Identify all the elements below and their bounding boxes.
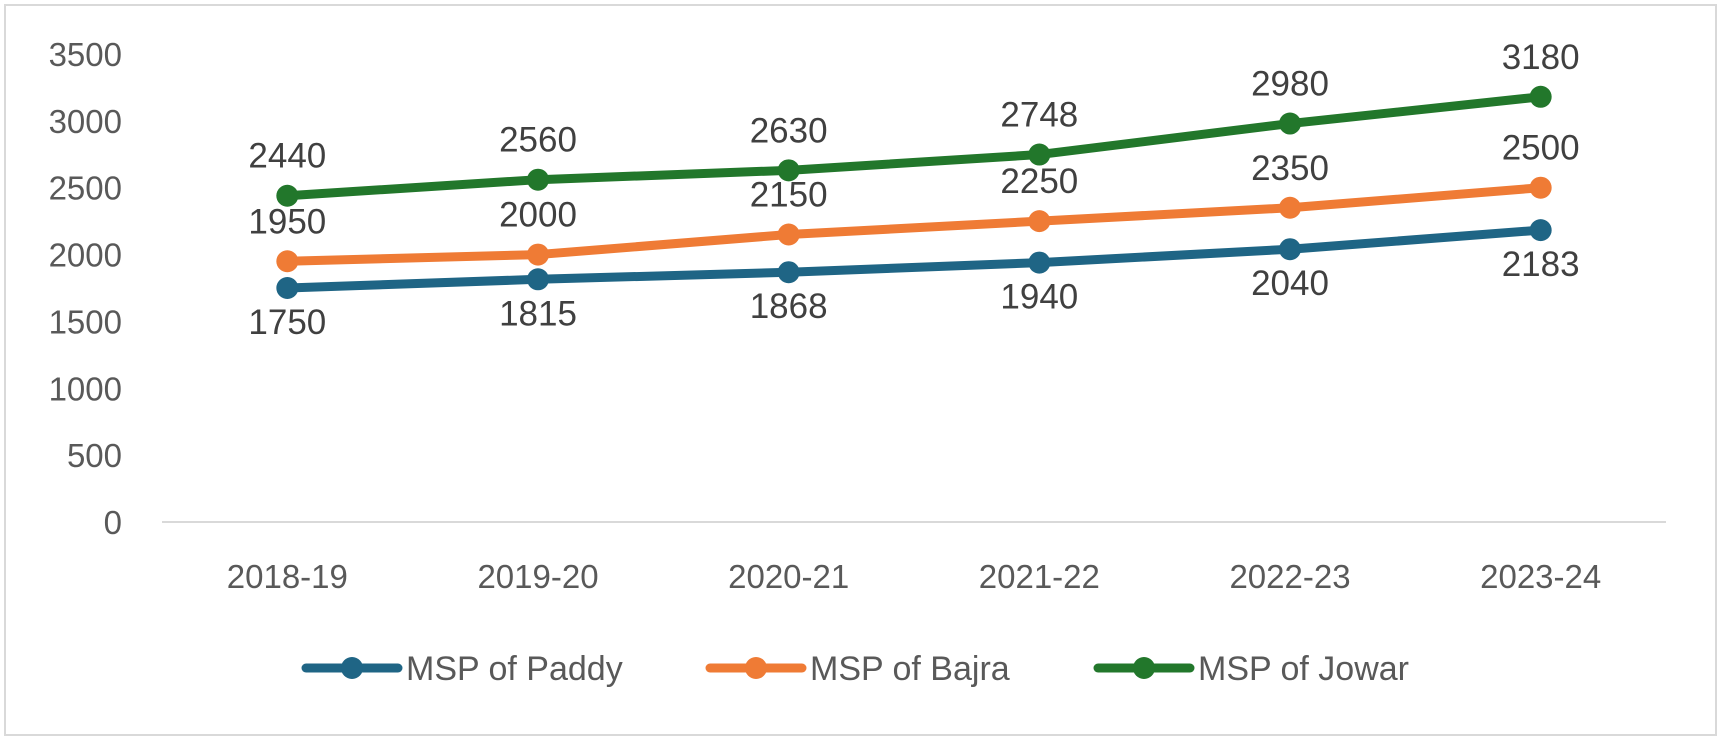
data-point <box>527 168 549 191</box>
data-point <box>1529 176 1552 199</box>
data-point <box>1028 251 1051 274</box>
data-point <box>1529 219 1552 242</box>
y-tick-label: 3500 <box>49 36 122 73</box>
x-tick-label: 2020-21 <box>728 558 849 595</box>
legend-label: MSP of Bajra <box>810 650 1010 688</box>
series-msp-of-bajra <box>276 176 1552 273</box>
series-msp-of-paddy <box>276 219 1552 299</box>
legend-item: MSP of Paddy <box>301 650 623 688</box>
data-point <box>1028 143 1051 166</box>
data-point <box>1279 238 1301 261</box>
data-label: 1868 <box>750 287 828 326</box>
y-tick-label: 1000 <box>49 370 122 407</box>
data-label: 1950 <box>248 202 326 241</box>
data-point <box>1028 210 1051 233</box>
series-line <box>282 92 1546 201</box>
x-tick-label: 2018-19 <box>227 558 348 595</box>
data-label: 1750 <box>248 303 326 342</box>
data-point <box>777 159 800 182</box>
series-msp-of-jowar <box>276 85 1552 207</box>
data-label: 2560 <box>499 121 577 160</box>
data-label: 2350 <box>1251 149 1329 188</box>
legend-marker <box>1133 657 1155 679</box>
x-tick-label: 2022-23 <box>1229 558 1350 595</box>
data-point <box>777 223 800 246</box>
data-label: 2748 <box>1000 96 1078 135</box>
data-label: 2150 <box>750 176 828 215</box>
data-label: 2183 <box>1502 245 1580 284</box>
y-tick-label: 2500 <box>49 170 122 207</box>
y-tick-label: 3000 <box>49 103 122 140</box>
data-point <box>527 243 549 266</box>
data-point <box>777 261 800 284</box>
data-label: 2980 <box>1251 65 1329 104</box>
data-label: 1940 <box>1000 278 1078 317</box>
data-point <box>276 184 299 207</box>
y-tick-label: 1500 <box>49 303 122 340</box>
data-label: 2250 <box>1000 162 1078 201</box>
legend-label: MSP of Paddy <box>406 650 623 688</box>
legend: MSP of Paddy MSP of Bajra MSP of Jowar <box>301 650 1409 688</box>
legend-item: MSP of Jowar <box>1093 650 1409 688</box>
legend-marker <box>341 657 363 679</box>
data-label: 2000 <box>499 196 577 235</box>
y-tick-label: 0 <box>104 504 122 541</box>
data-label: 2500 <box>1502 129 1580 168</box>
data-label-layer: 1750 1815 1868 1940 2040 2183 1950 2000 2150 2250… <box>248 38 1579 342</box>
data-point <box>276 250 299 273</box>
series-layer <box>276 85 1552 299</box>
x-tick-label: 2021-22 <box>979 558 1100 595</box>
data-point <box>1529 85 1552 108</box>
data-point <box>1279 196 1301 219</box>
data-point <box>276 277 299 299</box>
legend-label: MSP of Jowar <box>1198 650 1409 688</box>
axis-layer: 0 500 1000 1500 2000 2500 3000 3500 2018-19 2019-… <box>49 36 1666 595</box>
data-point <box>527 268 549 291</box>
series-line <box>282 225 1546 293</box>
data-label: 2040 <box>1251 264 1329 303</box>
data-label: 2440 <box>248 137 326 176</box>
data-label: 3180 <box>1502 38 1580 77</box>
y-tick-label: 500 <box>67 437 122 474</box>
legend-item: MSP of Bajra <box>705 650 1010 688</box>
x-tick-label: 2023-24 <box>1480 558 1601 595</box>
chart-frame <box>4 4 1717 736</box>
series-line <box>282 183 1546 266</box>
x-tick-label: 2019-20 <box>477 558 598 595</box>
y-tick-label: 2000 <box>49 237 122 274</box>
legend-marker <box>745 657 767 679</box>
data-label: 2630 <box>750 111 828 150</box>
data-label: 1815 <box>499 294 577 333</box>
data-point <box>1279 112 1301 135</box>
